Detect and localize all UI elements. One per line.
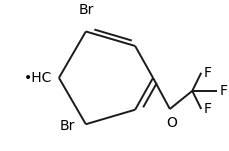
Text: Br: Br <box>78 3 93 17</box>
Text: F: F <box>203 66 211 80</box>
Text: F: F <box>219 84 227 98</box>
Text: O: O <box>167 116 177 130</box>
Text: Br: Br <box>59 119 75 133</box>
Text: F: F <box>203 102 211 116</box>
Text: •HC: •HC <box>24 71 52 85</box>
